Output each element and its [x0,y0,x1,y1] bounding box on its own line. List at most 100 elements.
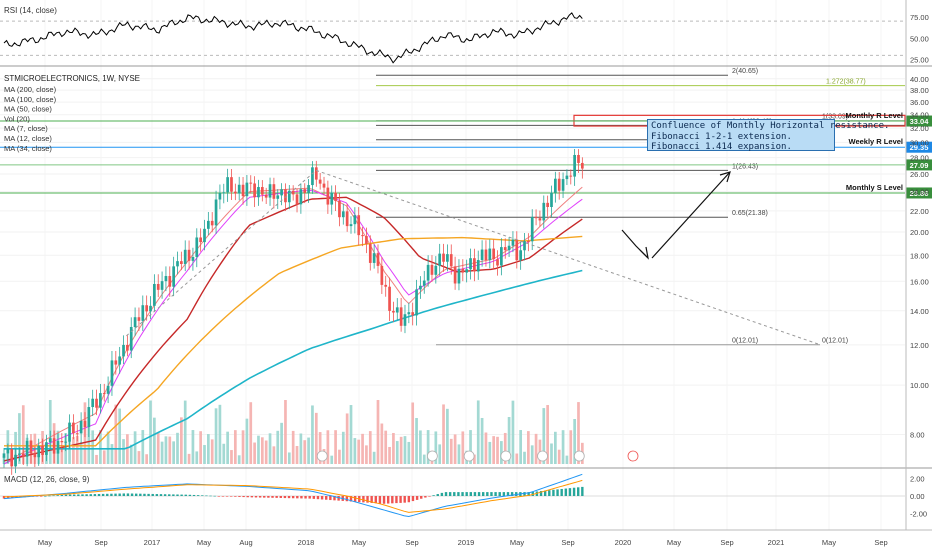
volume-bar [546,405,549,464]
macd-histogram-bar [64,494,68,496]
volume-bar [21,405,25,464]
macd-histogram-bar [126,493,130,496]
moving-average-line [4,269,583,450]
candle-body [453,266,457,284]
y-tick-label: 20.00 [910,228,929,237]
macd-histogram-bar [461,492,464,496]
candle-body [276,195,280,199]
candle-body [561,179,565,191]
candle-body [473,258,476,272]
macd-histogram-bar [209,495,212,497]
candle-body [141,305,145,321]
macd-histogram-bar [415,496,419,500]
annotation-box[interactable]: Confluence of Monthly Horizontal resista… [647,119,889,152]
macd-histogram-bar [316,496,320,500]
volume-bar [469,430,472,464]
volume-bar [72,437,75,464]
volume-bar [303,440,307,464]
macd-histogram-bar [560,488,563,496]
candle-body [14,454,17,467]
signal-line [3,479,583,513]
candle-body [245,182,249,197]
volume-bar [137,451,141,464]
candle-body [33,453,37,458]
macd-histogram-bar [147,493,150,496]
macd-histogram-bar [254,496,258,498]
volume-bar [295,446,299,464]
macd-histogram-bar [291,496,295,499]
macd-histogram-bar [118,493,121,496]
macd-histogram-bar [325,496,328,500]
candle-body [442,253,445,262]
candle-body [384,284,388,287]
volume-bar [403,436,407,464]
candle-body [156,283,160,290]
candle-body [465,269,469,273]
volume-bar [249,402,253,464]
symbol-title: STMICROELECTRONICS, 1W, NYSE [4,74,140,83]
macd-tick-label: -2.00 [910,509,927,518]
volume-bar [565,455,569,464]
candle-body [515,239,519,261]
volume-bar [253,442,256,464]
x-tick-label: May [667,538,681,547]
macd-histogram-bar [184,494,187,496]
arrowhead [639,246,649,260]
volume-bar [233,430,237,464]
macd-histogram-bar [168,494,171,496]
volume-bar [334,430,337,464]
volume-bar [156,432,160,464]
macd-label: MACD (12, 26, close, 9) [4,475,90,484]
macd-histogram-bar [296,496,299,499]
macd-histogram-bar [420,496,423,499]
macd-histogram-bar [548,490,551,496]
earnings-marker [463,450,475,462]
macd-histogram-bar [312,496,316,499]
candle-body [45,442,48,455]
moving-average-line [3,189,583,465]
projection-arrow-up [651,171,731,259]
x-tick-label: Aug [239,538,252,547]
candle-body [60,441,64,443]
macd-histogram-bar [448,492,452,496]
volume-bar [415,418,418,464]
candle-body [511,239,515,246]
macd-histogram-bar [225,496,229,497]
candle-body [492,248,496,260]
volume-bar [241,430,245,464]
macd-histogram-bar [172,494,175,496]
macd-histogram-bar [403,496,406,503]
candle-body [438,253,442,266]
candle-body [145,305,149,312]
volume-bar [368,431,372,464]
volume-bar [307,437,310,464]
candle-body [407,312,411,315]
volume-bar [349,405,353,464]
volume-bar [318,432,322,464]
volume-bar [164,436,168,464]
volume-bar [361,433,364,464]
candle-body [557,178,561,191]
macd-histogram-bar [581,486,584,496]
volume-bar [95,454,98,464]
volume-bar [573,419,576,464]
price-badge-label: 33.04 [910,117,930,126]
macd-histogram-bar [498,492,501,496]
candle-body [253,183,256,198]
volume-bar [330,455,334,464]
macd-histogram-bar [155,494,159,496]
volume-bar [280,422,283,464]
volume-bar [99,430,102,464]
volume-bar [276,430,280,464]
macd-histogram-bar [502,492,506,496]
candle-body [164,276,168,282]
volume-bar [395,441,399,464]
volume-bar [264,440,268,464]
volume-bar [314,412,318,464]
macd-histogram-bar [386,496,390,504]
macd-histogram-bar [242,496,245,498]
dashed-trendline [315,169,821,346]
rsi-tick-label: 25.00 [910,56,929,65]
